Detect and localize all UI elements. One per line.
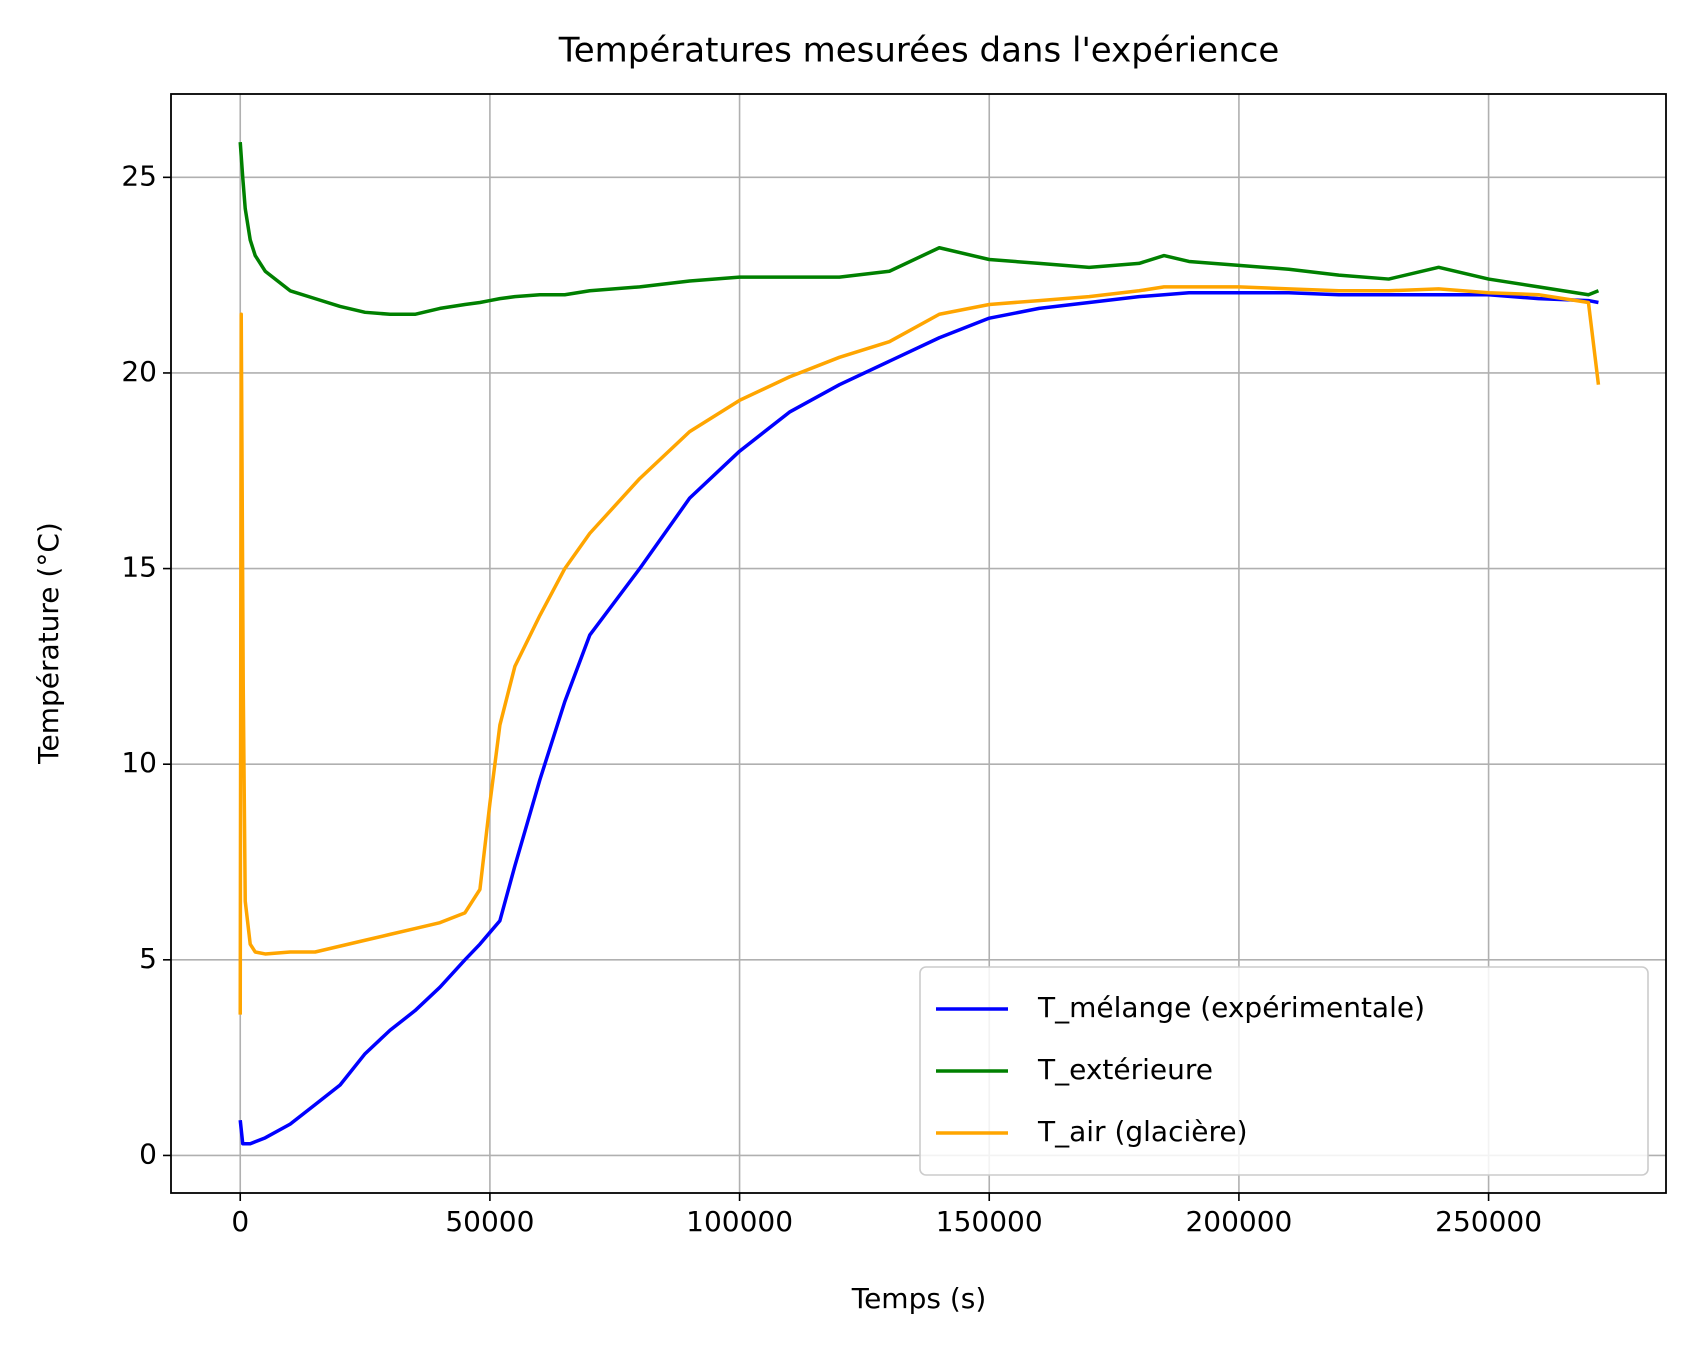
legend: T_mélange (expérimentale) T_extérieure T_a… <box>919 966 1649 1176</box>
legend-box <box>919 966 1649 1176</box>
y-tick-label: 15 <box>121 551 157 584</box>
x-tick-label: 50000 <box>445 1205 534 1238</box>
y-tick-label: 0 <box>139 1137 157 1170</box>
plot-frame <box>170 93 1667 1194</box>
y-axis-label: Température (°C) <box>32 522 65 765</box>
y-tick-label: 5 <box>139 942 157 975</box>
legend-label: T_air (glacière) <box>1037 1115 1248 1148</box>
y-tick-label: 20 <box>121 355 157 388</box>
x-tick-label: 150000 <box>936 1205 1043 1238</box>
y-tick-label: 25 <box>121 159 157 192</box>
legend-label: T_mélange (expérimentale) <box>1037 991 1425 1024</box>
data-line <box>238 141 1600 317</box>
chart-title: Températures mesurées dans l'expérience <box>558 31 1280 71</box>
x-axis-label: Temps (s) <box>851 1282 987 1315</box>
x-tick-label: 0 <box>231 1205 249 1238</box>
data-line <box>238 285 1601 1015</box>
x-tick-label: 250000 <box>1435 1205 1542 1238</box>
legend-label: T_extérieure <box>1037 1053 1213 1086</box>
x-tick-label: 200000 <box>1185 1205 1292 1238</box>
x-tick-label: 100000 <box>686 1205 793 1238</box>
data-line <box>238 291 1599 1146</box>
y-tick-label: 10 <box>121 746 157 779</box>
